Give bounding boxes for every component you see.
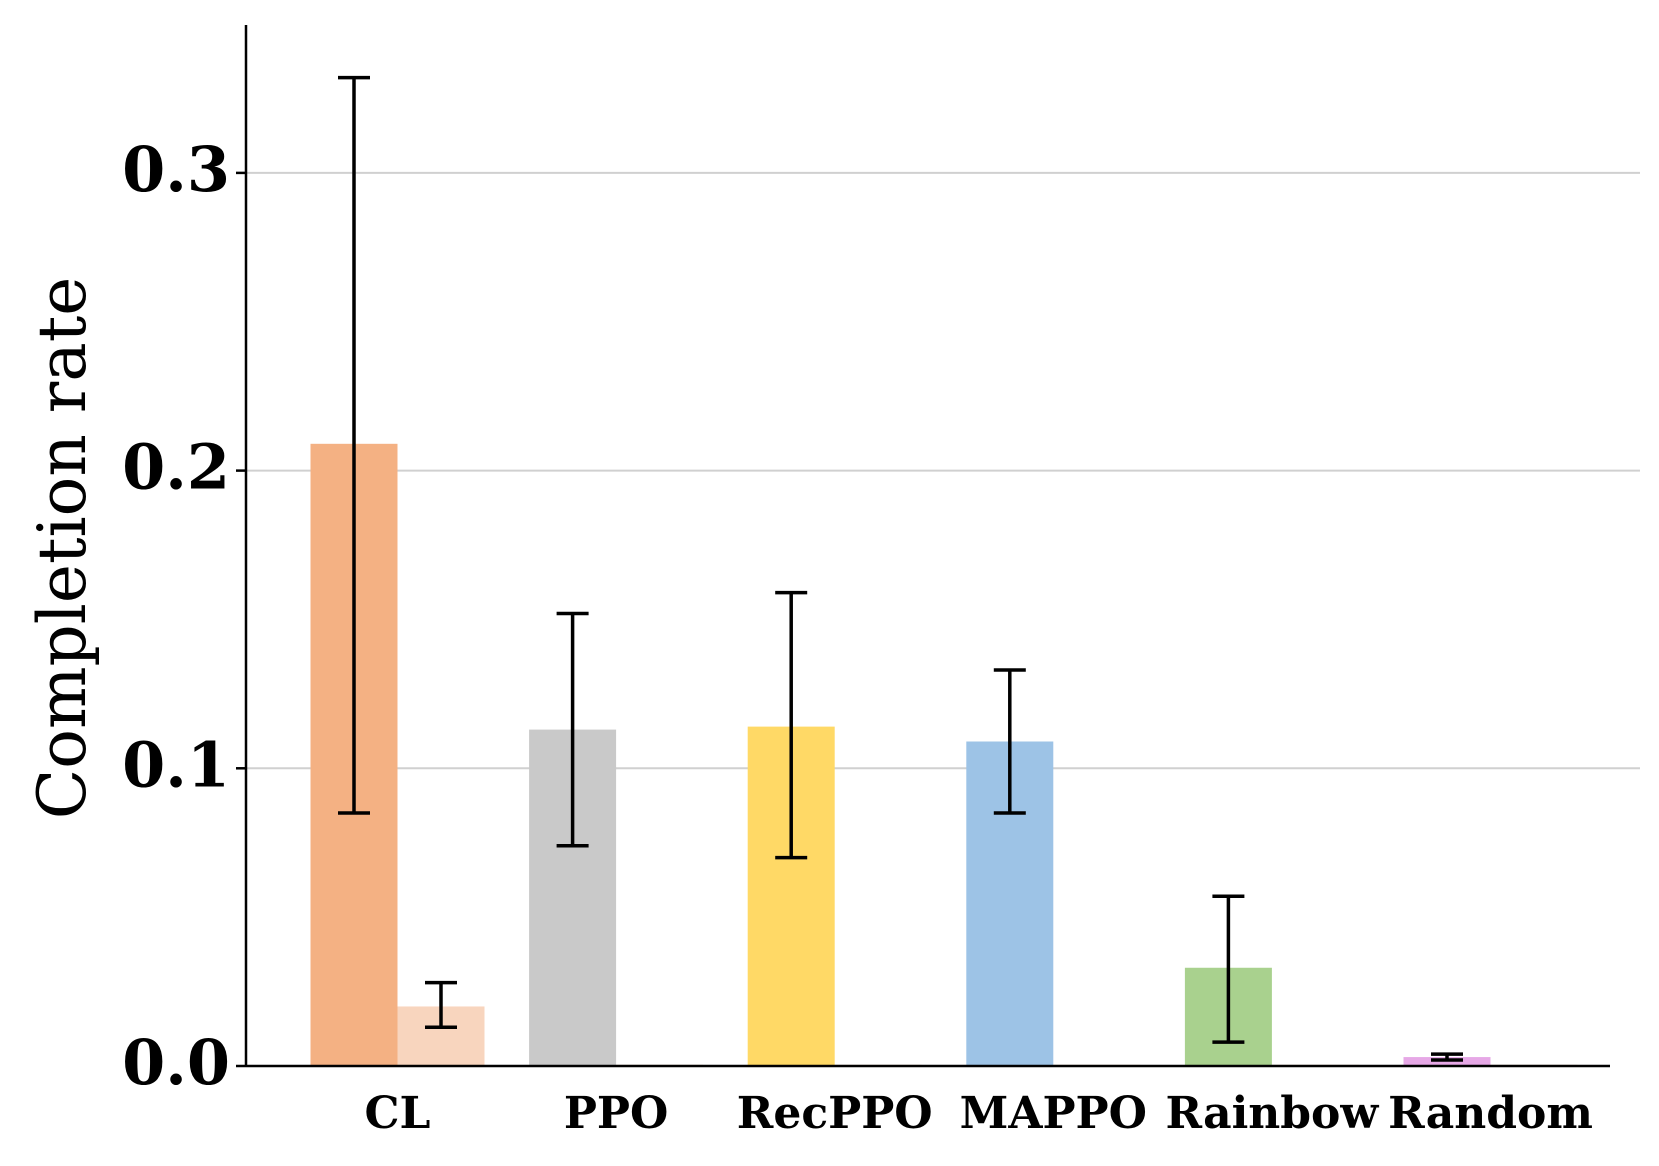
xtick-label-4: Rainbow [1166, 1088, 1380, 1139]
xtick-label-3: MAPPO [960, 1088, 1147, 1139]
ytick-label-2: 0.2 [122, 431, 230, 504]
xtick-label-0: CL [365, 1088, 431, 1139]
axes [244, 25, 1610, 1068]
xtick-label-5: Random [1388, 1088, 1593, 1139]
x-ticks: CL PPO RecPPO MAPPO Rainbow Random [365, 1088, 1593, 1139]
gridlines [246, 171, 1640, 770]
y-axis-label: Completion rate [24, 277, 101, 820]
ytick-label-0: 0.0 [122, 1026, 230, 1099]
bars [310, 443, 1578, 1066]
y-ticks: 0.0 0.1 0.2 0.3 [122, 133, 246, 1099]
xtick-label-1: PPO [564, 1088, 669, 1139]
xtick-label-2: RecPPO [737, 1088, 933, 1139]
ytick-label-1: 0.1 [122, 728, 230, 801]
ytick-label-3: 0.3 [122, 133, 230, 206]
error-bars [338, 75, 1463, 1062]
